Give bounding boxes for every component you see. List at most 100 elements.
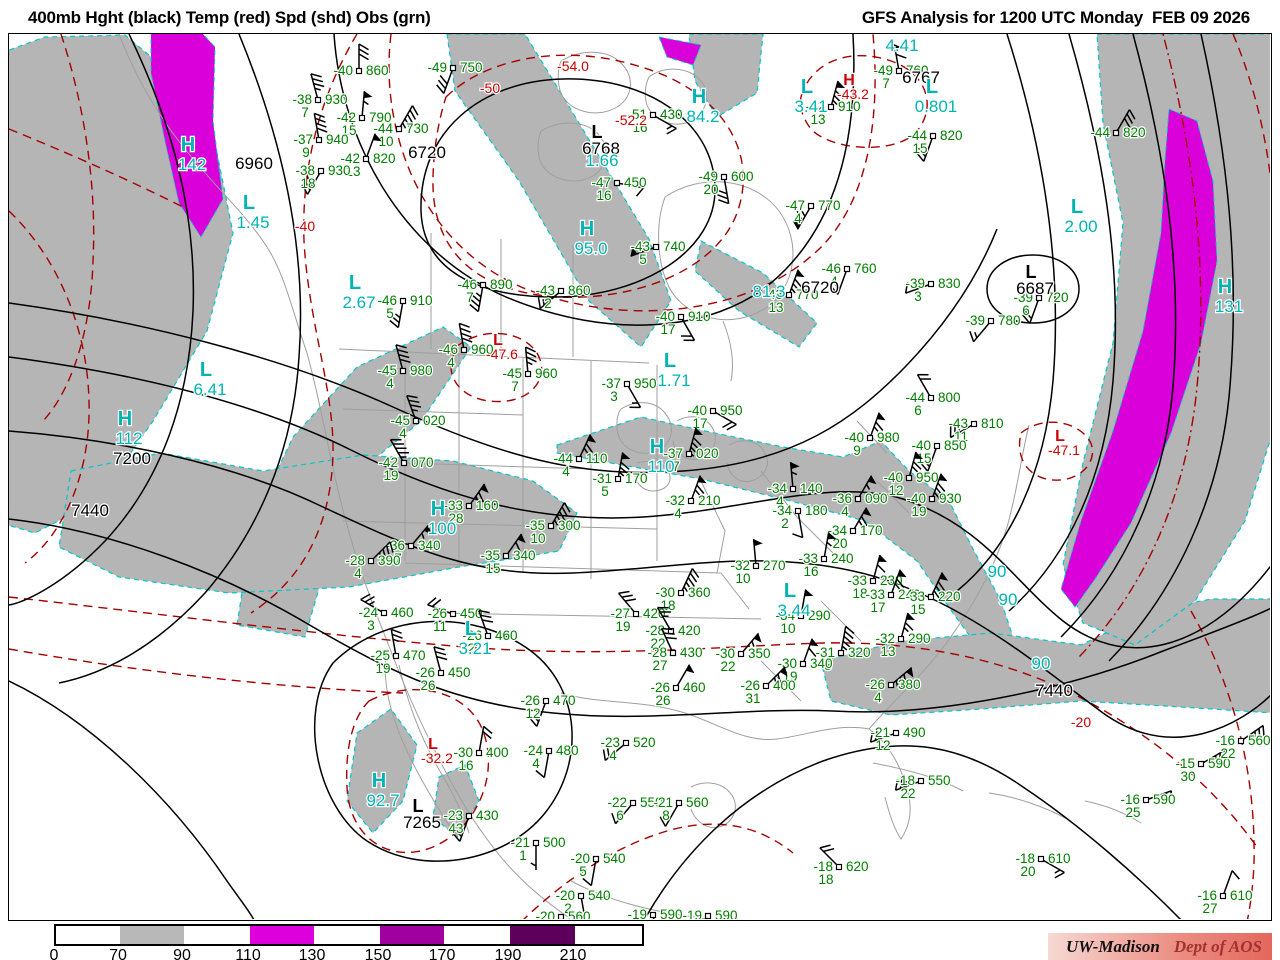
station-plot: -20 560 (534, 908, 592, 919)
station-marker (869, 577, 877, 585)
station-plot: -20 540 5 (569, 850, 627, 887)
station-plot: -40 860 (332, 43, 390, 79)
station-marker (613, 179, 621, 187)
station-num: 20 (703, 182, 718, 197)
station-height: 590 (1208, 756, 1231, 771)
station-num: 13 (345, 164, 360, 179)
station-marker (380, 609, 388, 617)
station-temp: -46 (821, 261, 841, 276)
wind-barb (617, 452, 630, 480)
station-temp: -23 (600, 735, 620, 750)
station-plot: -28 430 27 (646, 627, 704, 674)
station-height: 540 (603, 851, 626, 866)
wind-barb (712, 410, 737, 431)
station-temp: -42 (805, 99, 825, 114)
station-marker (917, 777, 925, 785)
station-num: 12 (875, 738, 890, 753)
station-temp: -26 (740, 678, 760, 693)
station-plot: -24 460 3 (357, 593, 415, 634)
wind-barb (611, 802, 634, 825)
station-num: 16 (458, 758, 473, 773)
station-height: 930 (939, 491, 962, 506)
station-plot: -37 940 9 (292, 112, 350, 161)
station-num: 5 (639, 252, 647, 267)
speed-max-value: 2.67 (342, 293, 375, 312)
station-marker (367, 557, 375, 565)
wind-barb (788, 269, 803, 296)
legend-segment (575, 926, 642, 944)
analysis-datetime-title: GFS Analysis for 1200 UTC Monday FEB 09 … (861, 8, 1250, 27)
station-num: 15 (341, 123, 356, 138)
wind-barb (740, 632, 759, 655)
station-num: 9 (302, 145, 310, 160)
station-height: 860 (366, 63, 389, 78)
wind-pennant (753, 539, 763, 547)
speed-max-marker: L (349, 272, 361, 294)
station-height: 960 (535, 366, 558, 381)
station-height: 390 (378, 553, 401, 568)
station-marker (465, 502, 473, 510)
station-marker (933, 442, 941, 450)
station-plot: -44 110 4 (552, 434, 609, 480)
wind-barb (752, 539, 757, 567)
station-height: 240 (898, 587, 921, 602)
station-temp: -49 (698, 169, 718, 184)
station-marker (629, 799, 637, 807)
station-height: 600 (731, 169, 754, 184)
station-marker (677, 313, 685, 321)
station-height: 620 (846, 859, 869, 874)
speed-max-value: 6.41 (193, 380, 226, 399)
legend-tick: 70 (109, 947, 127, 960)
station-height: 740 (663, 239, 686, 254)
station-height: 430 (476, 808, 499, 823)
wind-barb (398, 105, 419, 130)
station-marker (866, 434, 874, 442)
station-num: 3 (367, 618, 375, 633)
station-num: 4 (776, 494, 784, 509)
wind-barb (908, 451, 922, 479)
wind-barb (630, 246, 657, 257)
wind-barb (505, 533, 523, 557)
station-num: 7 (301, 105, 309, 120)
station-temp: -16 (1120, 792, 1140, 807)
speed-max-marker: L (664, 350, 676, 372)
temp-center-value: -47.6 (486, 346, 518, 362)
station-marker (315, 136, 323, 144)
station-plot: -19 590 (681, 907, 739, 919)
station-marker (362, 155, 370, 163)
station-height: 450 (460, 606, 483, 621)
station-plot: -16 560 22 (1214, 724, 1270, 762)
station-temp: -26 (520, 693, 540, 708)
station-plot: -16 610 27 (1196, 870, 1254, 917)
station-temp: -18 (813, 859, 833, 874)
station-num: 7 (466, 290, 474, 305)
wind-pennant (906, 667, 914, 678)
station-temp: -16 (1215, 733, 1235, 748)
station-num: 19 (375, 661, 390, 676)
station-marker (827, 103, 835, 111)
station-plot: -46 890 7 (456, 276, 514, 313)
station-num: 5 (601, 484, 609, 499)
station-marker (479, 281, 487, 289)
station-plot: -26 400 31 (739, 666, 797, 707)
station-marker (545, 747, 553, 755)
station-marker (927, 280, 935, 288)
station-height: 590 (715, 908, 738, 919)
speed-max-value: 3.44 (777, 601, 810, 620)
height-contour-label: 6720 (408, 143, 446, 162)
station-marker (897, 635, 905, 643)
wind-barb (792, 510, 804, 539)
station-num: 20 (1020, 864, 1035, 879)
station-num: 4 (609, 748, 617, 763)
wind-barb (616, 182, 645, 197)
station-plot: -34 180 2 (771, 502, 829, 539)
station-marker (400, 459, 408, 467)
height-contour-label: 6767 (902, 68, 940, 87)
station-num: 7 (394, 551, 402, 566)
speed-max-value: 92.7 (366, 791, 399, 810)
station-temp: -30 (655, 585, 675, 600)
wind-pennant (827, 532, 837, 540)
speed-max-marker: L (243, 192, 255, 214)
station-plot: -37 950 3 (600, 375, 658, 409)
station-height: 300 (558, 518, 581, 533)
